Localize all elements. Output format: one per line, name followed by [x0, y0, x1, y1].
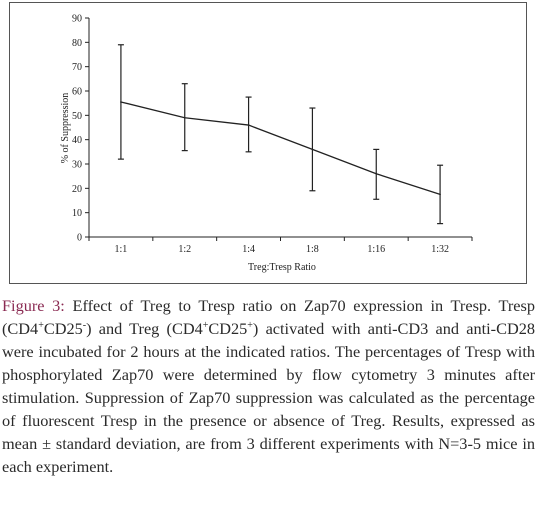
x-tick-label: 1:32 — [431, 244, 449, 255]
figure-label: Figure 3: — [2, 296, 65, 315]
suppression-line-chart: 0 10 20 30 40 50 60 70 80 90 1:1 1:2 1:4 1:8 1:16 1:32… — [60, 14, 473, 273]
y-tick-label: 40 — [72, 135, 82, 146]
x-tick-label: 1:8 — [306, 244, 319, 255]
y-tick-label: 90 — [72, 14, 82, 25]
y-tick-label: 50 — [72, 111, 82, 122]
caption-text-2: CD25 — [43, 319, 83, 338]
caption-sup-4: + — [247, 320, 253, 331]
x-axis-ticks: 1:1 1:2 1:4 1:8 1:16 1:32 — [88, 237, 473, 255]
y-tick-label: 0 — [77, 233, 82, 244]
data-point — [247, 124, 250, 126]
caption-sup-2: - — [82, 320, 87, 331]
caption-text-1: Effect of Treg to Tresp ratio on Zap70 e… — [2, 296, 535, 338]
data-point — [311, 148, 314, 151]
x-tick-label: 1:16 — [367, 244, 385, 255]
data-point — [120, 101, 122, 103]
series-line — [120, 101, 441, 196]
error-bars — [117, 44, 444, 225]
y-tick-label: 80 — [72, 38, 82, 49]
data-point — [183, 116, 186, 119]
chart-axes — [88, 18, 472, 238]
y-tick-label: 70 — [72, 62, 82, 73]
y-axis-title: % of Suppression — [60, 93, 71, 164]
y-tick-label: 60 — [72, 87, 82, 98]
x-axis-title: Treg:Tresp Ratio — [248, 262, 316, 273]
figure-caption: Figure 3: Effect of Treg to Tresp ratio … — [2, 294, 535, 478]
x-tick-label: 1:4 — [242, 244, 255, 255]
caption-sup-1: + — [38, 320, 44, 331]
caption-text-3: ) and Treg (CD4 — [86, 319, 203, 338]
y-tick-label: 10 — [72, 208, 82, 219]
y-tick-label: 30 — [72, 160, 82, 171]
caption-sup-3: + — [202, 320, 209, 331]
series-line-group — [120, 101, 441, 196]
y-axis-ticks: 0 10 20 30 40 50 60 70 80 90 — [72, 14, 89, 244]
data-point — [439, 193, 441, 196]
y-tick-label: 20 — [72, 184, 82, 195]
data-point — [375, 172, 378, 175]
x-tick-label: 1:1 — [115, 244, 128, 255]
caption-text-5: ) activated with anti-CD3 and anti-CD28 … — [2, 319, 536, 476]
x-tick-label: 1:2 — [178, 244, 191, 255]
caption-text-4: CD25 — [208, 319, 248, 338]
